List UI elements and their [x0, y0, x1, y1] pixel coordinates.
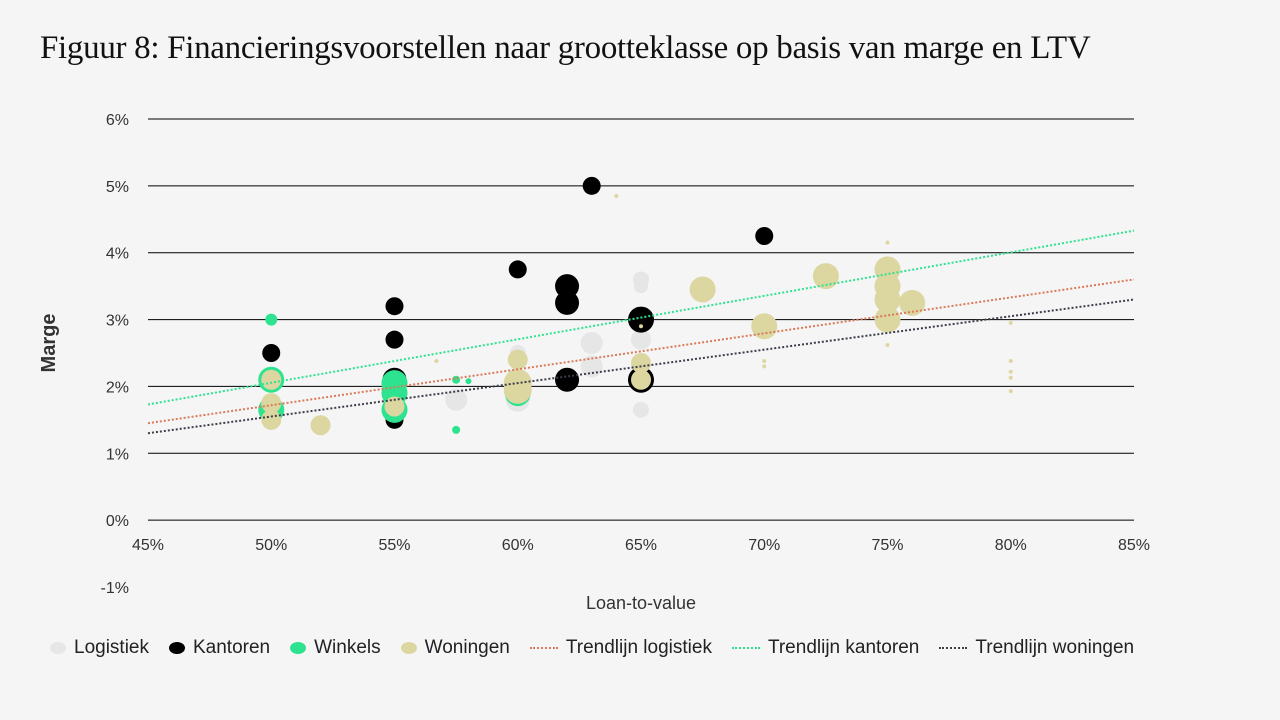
point-woningen: [614, 193, 619, 198]
point-kantoren: [385, 330, 404, 349]
point-woningen: [1008, 375, 1013, 380]
chart-title: Figuur 8: Financieringsvoorstellen naar …: [40, 30, 1091, 66]
point-woningen: [762, 364, 767, 369]
x-tick-label: 45%: [132, 537, 164, 554]
point-woningen: [503, 375, 532, 404]
legend-item: Winkels: [290, 637, 381, 659]
legend-item: Logistiek: [50, 637, 149, 659]
y-tick-label: 4%: [106, 246, 129, 263]
point-woningen: [762, 359, 767, 364]
y-axis-title: Marge: [38, 314, 60, 373]
legend-label: Trendlijn kantoren: [767, 637, 920, 658]
point-logistiek: [631, 329, 651, 350]
legend-item: Woningen: [400, 637, 510, 659]
point-woningen: [1008, 320, 1013, 325]
point-logistiek: [445, 388, 468, 411]
legend-dot-marker: [50, 642, 66, 654]
point-woningen: [1008, 369, 1013, 374]
point-kantoren: [628, 306, 654, 333]
point-winkels: [452, 425, 461, 434]
point-woningen: [261, 369, 282, 390]
legend-line-marker: [939, 647, 968, 649]
point-kantoren: [555, 367, 580, 392]
legend-label: Trendlijn logistiek: [565, 637, 712, 658]
y-tick-label: 1%: [106, 446, 129, 463]
x-tick-label: 60%: [502, 537, 534, 554]
point-kantoren: [555, 290, 580, 315]
legend-dot-marker: [169, 642, 185, 654]
legend-item: Kantoren: [169, 637, 270, 659]
point-logistiek: [580, 331, 603, 354]
point-woningen: [885, 240, 890, 245]
trendline-trendlijn-kantoren: [147, 229, 1135, 406]
y-tick-label: -1%: [101, 580, 129, 597]
point-woningen: [885, 342, 890, 347]
y-tick-label: 6%: [106, 112, 129, 129]
point-woningen: [507, 349, 528, 370]
point-logistiek: [634, 279, 648, 294]
trendline-trendlijn-woningen: [147, 298, 1135, 435]
x-tick-label: 80%: [995, 537, 1027, 554]
point-woningen: [384, 396, 405, 417]
chart-legend: Logistiek Kantoren Winkels Woningen Trendlij…: [50, 637, 1154, 659]
point-winkels: [265, 313, 278, 326]
point-woningen: [812, 263, 839, 290]
point-woningen: [261, 409, 282, 430]
point-kantoren: [385, 297, 404, 316]
x-tick-label: 70%: [748, 537, 780, 554]
x-tick-label: 75%: [871, 537, 903, 554]
point-winkels: [465, 378, 472, 385]
legend-item: Trendlijn woningen: [939, 637, 1134, 659]
point-woningen: [874, 306, 901, 333]
legend-label: Kantoren: [193, 637, 271, 658]
x-axis-title: Loan-to-value: [586, 593, 696, 613]
point-woningen: [1008, 389, 1013, 394]
point-logistiek: [633, 401, 649, 418]
legend-line-marker: [731, 647, 760, 649]
x-tick-label: 65%: [625, 537, 657, 554]
point-woningen: [434, 359, 439, 364]
legend-label: Woningen: [424, 637, 510, 658]
point-kantoren: [508, 260, 527, 279]
x-tick-label: 85%: [1118, 537, 1150, 554]
x-tick-label: 55%: [378, 537, 410, 554]
y-tick-label: 3%: [106, 313, 129, 330]
legend-dot-marker: [290, 642, 307, 654]
point-woningen: [689, 276, 716, 303]
point-kantoren: [262, 344, 281, 362]
point-kantoren: [555, 274, 580, 299]
legend-label: Logistiek: [74, 637, 149, 658]
legend-dot-marker: [400, 642, 417, 654]
x-tick-label: 50%: [255, 537, 287, 554]
y-tick-label: 5%: [106, 179, 129, 196]
point-kantoren: [582, 176, 601, 195]
point-woningen: [639, 324, 643, 329]
trendline-trendlijn-logistiek: [147, 278, 1135, 425]
legend-label: Winkels: [314, 637, 381, 658]
point-woningen: [899, 289, 926, 316]
y-tick-label: 2%: [106, 379, 129, 396]
point-woningen: [874, 286, 901, 313]
point-woningen: [1008, 359, 1013, 364]
legend-item: Trendlijn logistiek: [529, 637, 712, 659]
point-winkels: [452, 375, 461, 384]
y-tick-label: 0%: [106, 513, 129, 530]
legend-line-marker: [529, 647, 558, 649]
point-woningen: [310, 415, 331, 436]
point-woningen: [261, 393, 282, 414]
point-kantoren: [755, 227, 774, 245]
legend-label: Trendlijn woningen: [975, 637, 1135, 658]
legend-item: Trendlijn kantoren: [731, 637, 920, 659]
point-woningen: [631, 369, 651, 390]
